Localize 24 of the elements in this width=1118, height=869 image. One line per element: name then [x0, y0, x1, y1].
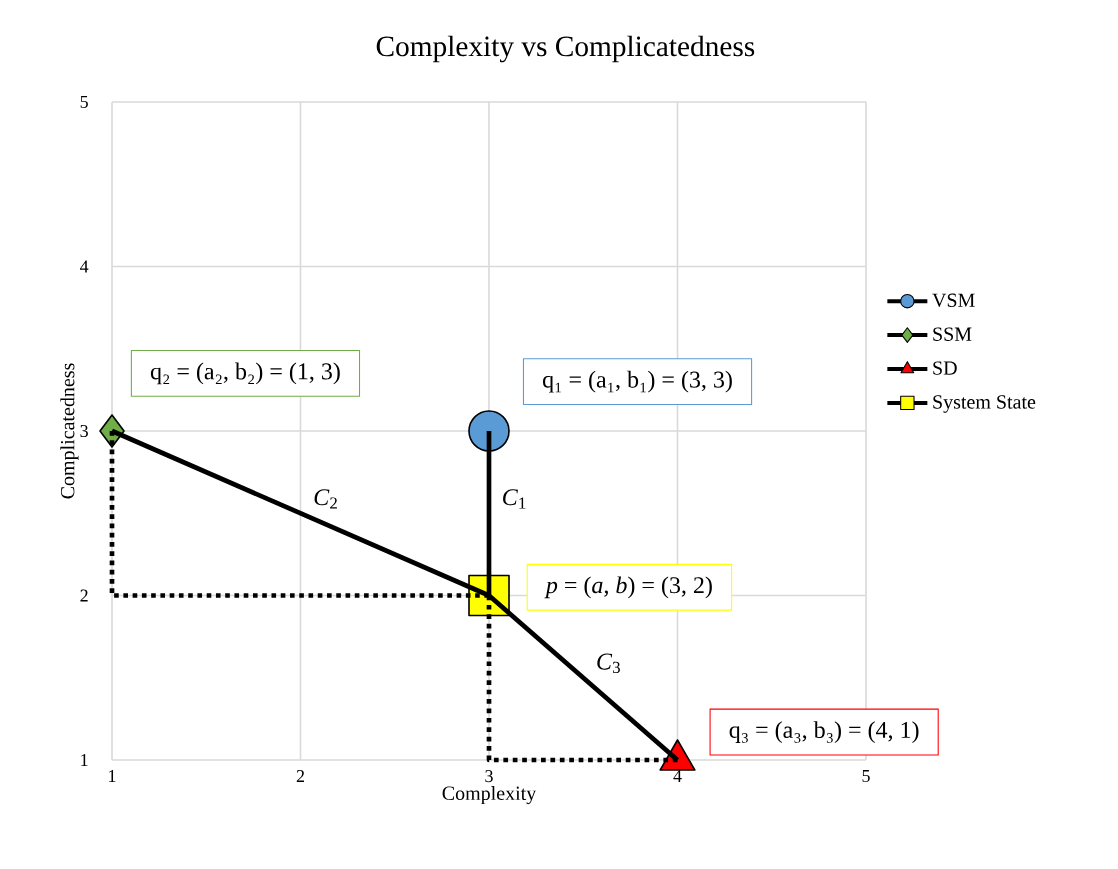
- legend-label: SD: [933, 361, 957, 375]
- x-tick-label: 2: [296, 770, 305, 782]
- x-tick-label: 5: [862, 770, 870, 782]
- legend-label: SSM: [933, 327, 972, 341]
- legend-label: VSM: [932, 293, 975, 308]
- x-tick-label: 1: [109, 770, 116, 782]
- x-tick-label: 4: [673, 770, 682, 782]
- x-tick-label: 3: [485, 770, 493, 783]
- y-tick-label: 1: [81, 754, 88, 766]
- y-tick-label: 3: [80, 424, 88, 438]
- y-tick-label: 2: [80, 589, 88, 602]
- annotation: q₁ = (a₁, b₁) = (3, 3): [542, 370, 732, 393]
- annotation: C$_{2}$: [314, 489, 337, 509]
- annotation: C$_{3}$: [597, 653, 620, 674]
- annotation: p = (a, b) = (3, 2): [544, 576, 712, 599]
- x-axis-title: Complexity: [442, 785, 537, 805]
- chart-title: Complexity vs Complicatedness: [376, 35, 755, 63]
- annotation: q₃ = (a₃, b₃) = (4, 1): [729, 721, 919, 743]
- annotation: C$_{1}$: [503, 489, 526, 509]
- y-tick-label: 5: [80, 96, 88, 108]
- annotation: q₂ = (a₂, b₂) = (1, 3): [150, 362, 340, 385]
- y-tick-label: 4: [79, 260, 89, 273]
- y-axis-title: Complicatedness: [60, 363, 79, 499]
- legend-label: System State: [933, 395, 1036, 413]
